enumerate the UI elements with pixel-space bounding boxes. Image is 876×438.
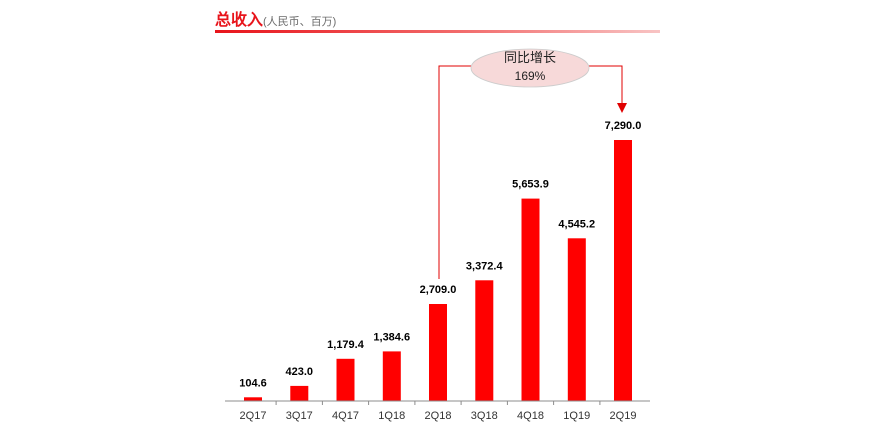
x-tick-label-1q18: 1Q18 — [378, 410, 405, 422]
growth-callout: 同比增长 169% — [470, 48, 590, 88]
x-tick-label-3q18: 3Q18 — [471, 410, 498, 422]
growth-callout-bubble — [470, 48, 590, 88]
bar-2q19 — [614, 140, 632, 401]
chart-title-main: 总收入 — [215, 10, 263, 29]
chart-title-unit: (人民币、百万) — [263, 15, 336, 28]
plot-area: 104.6 2Q17 423.0 3Q17 1,179.4 4Q17 1,384.6 1Q18… — [239, 120, 641, 422]
bar-3q17 — [290, 385, 309, 401]
x-tick-label-2q17: 2Q17 — [240, 410, 267, 422]
bar-4q18 — [521, 198, 540, 401]
growth-callout-value: 169% — [515, 69, 546, 83]
x-tick-label-1q19: 1Q19 — [563, 410, 590, 422]
x-tick-label-3q17: 3Q17 — [286, 410, 313, 422]
bar-2q17 — [244, 397, 262, 401]
x-tick-label-4q17: 4Q17 — [332, 410, 359, 422]
data-label-4q17: 1,179.4 — [327, 339, 365, 351]
x-tick-label-4q18: 4Q18 — [517, 410, 544, 422]
data-label-2q18: 2,709.0 — [420, 284, 457, 296]
data-label-1q18: 1,384.6 — [373, 331, 410, 343]
data-label-1q19: 4,545.2 — [558, 218, 595, 230]
bar-3q18 — [475, 280, 494, 401]
x-tick-label-2q19: 2Q19 — [610, 410, 637, 422]
growth-connector-line — [438, 65, 622, 280]
x-tick-label-2q18: 2Q18 — [425, 410, 452, 422]
title-underline — [215, 30, 660, 33]
data-label-3q18: 3,372.4 — [466, 260, 504, 272]
data-label-2q17: 104.6 — [239, 377, 267, 389]
bar-2q18 — [429, 304, 447, 401]
data-label-4q18: 5,653.9 — [512, 179, 549, 191]
bar-4q17 — [336, 358, 355, 401]
bar-1q18 — [382, 351, 401, 401]
growth-callout-label: 同比增长 — [504, 50, 556, 65]
data-label-3q17: 423.0 — [285, 366, 313, 378]
chart-title: 总收入(人民币、百万) — [215, 10, 336, 29]
data-label-2q19: 7,290.0 — [605, 120, 642, 132]
bar-1q19 — [567, 238, 586, 401]
